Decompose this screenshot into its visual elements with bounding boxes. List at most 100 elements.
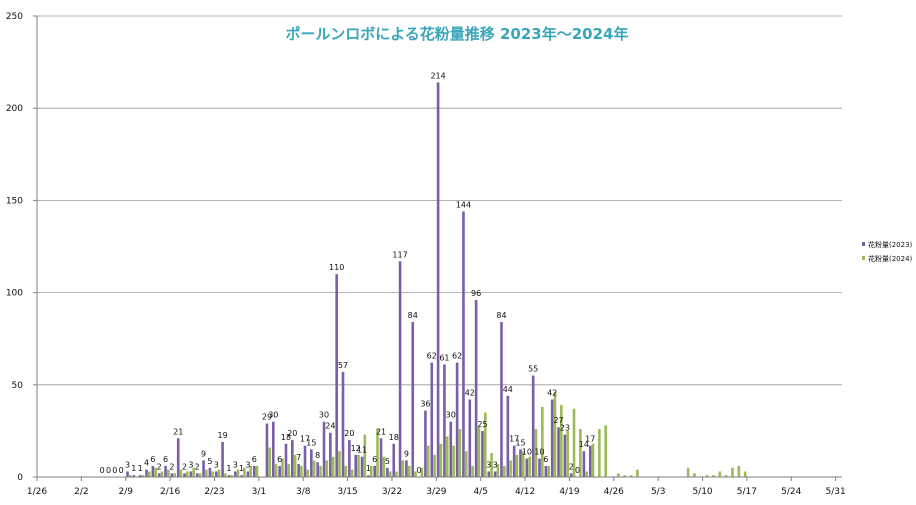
data-label-2023: 17 — [585, 435, 595, 444]
bar-2024 — [452, 445, 455, 477]
data-label-2023: 42 — [465, 389, 475, 398]
bar-2024 — [319, 465, 322, 477]
data-label-2023: 36 — [420, 400, 430, 409]
legend-label-2024: 花粉量(2024) — [868, 254, 913, 263]
bar-2023 — [233, 471, 237, 477]
x-tick-label: 2/16 — [160, 487, 180, 497]
data-label-2023: 17 — [300, 435, 310, 444]
y-tick-label: 0 — [17, 473, 23, 483]
data-label-2023: 21 — [376, 427, 386, 436]
bar-2023 — [322, 421, 326, 477]
bar-2024 — [325, 460, 329, 477]
bar-2024 — [407, 465, 411, 477]
bar-2023 — [563, 434, 567, 477]
bar-2023 — [436, 82, 440, 477]
bar-2023 — [329, 432, 332, 477]
x-tick-label: 3/15 — [337, 487, 357, 497]
bar-2023 — [278, 465, 281, 477]
bar-2023 — [221, 441, 224, 477]
bar-2023 — [284, 443, 288, 477]
bar-2024 — [129, 475, 132, 477]
data-label-2023: 7 — [296, 453, 301, 462]
bar-2023 — [588, 445, 592, 477]
bar-2024 — [205, 469, 208, 477]
bar-2024 — [743, 471, 747, 477]
bar-2023 — [132, 475, 136, 477]
data-label-2023: 57 — [338, 361, 348, 370]
bar-2023 — [297, 464, 300, 477]
x-tick-label: 2/23 — [204, 487, 224, 497]
bar-2023 — [214, 471, 218, 477]
data-label-2023: 6 — [543, 455, 548, 464]
bar-2023 — [265, 423, 269, 477]
bar-2024 — [509, 460, 512, 477]
bar-2023 — [227, 475, 231, 477]
data-label-2023: 20 — [287, 429, 297, 438]
x-tick-label: 4/19 — [559, 487, 579, 497]
bar-2024 — [724, 475, 728, 477]
bar-2024 — [477, 427, 481, 477]
bar-2023 — [183, 473, 186, 477]
bar-2023 — [531, 375, 535, 477]
data-label-2023: 30 — [268, 411, 278, 420]
bar-2024 — [281, 458, 284, 477]
x-tick-label: 2/2 — [74, 487, 88, 497]
data-label-2023: 144 — [456, 200, 471, 209]
bar-2024 — [255, 465, 259, 477]
data-label-2023: 62 — [427, 352, 437, 361]
bar-2023 — [462, 211, 465, 478]
legend: 花粉量(2023) 花粉量(2024) — [862, 240, 913, 263]
bar-2024 — [230, 475, 234, 477]
data-label-2023: 6 — [163, 455, 168, 464]
data-label-2023: 117 — [392, 250, 407, 259]
data-label-2023: 21 — [173, 427, 183, 436]
bar-2024 — [591, 443, 595, 477]
x-tick-label: 3/29 — [426, 487, 446, 497]
bar-2024 — [560, 405, 563, 477]
bar-2024 — [236, 469, 240, 477]
bar-2024 — [357, 454, 360, 477]
bar-2023 — [493, 471, 497, 477]
bar-2023 — [512, 445, 516, 477]
data-label-2023: 61 — [439, 354, 449, 363]
bar-2023 — [430, 362, 434, 477]
data-label-2023: 2 — [569, 462, 574, 471]
bar-2024 — [243, 467, 246, 477]
bar-2023 — [367, 475, 370, 477]
bar-2023 — [557, 427, 560, 477]
bar-2023 — [208, 467, 212, 477]
bar-2023 — [449, 421, 453, 477]
bar-2024 — [483, 412, 487, 477]
bar-2024 — [705, 475, 709, 477]
bar-2024 — [420, 467, 424, 477]
bar-2024 — [382, 456, 386, 477]
bar-2023 — [157, 473, 161, 477]
data-label-2023: 0 — [100, 466, 105, 475]
bar-2023 — [405, 460, 408, 477]
bar-2023 — [246, 471, 250, 477]
data-label-2023: 25 — [477, 420, 487, 429]
bar-2024 — [496, 464, 500, 477]
y-tick-label: 100 — [6, 289, 23, 299]
data-label-2023: 0 — [575, 466, 580, 475]
bar-2024 — [439, 443, 443, 477]
data-label-2023: 3 — [486, 460, 491, 469]
bar-2024 — [528, 456, 531, 477]
legend-swatch-2024 — [862, 256, 865, 260]
bar-2023 — [202, 460, 205, 477]
bar-2024 — [471, 465, 474, 477]
grid-lines — [37, 15, 842, 386]
x-tick-label: 4/26 — [604, 487, 624, 497]
bar-2023 — [271, 421, 275, 477]
bar-2023 — [373, 465, 377, 477]
data-label-2023: 20 — [344, 429, 354, 438]
bar-2024 — [464, 451, 468, 477]
bar-2024 — [363, 434, 367, 477]
bar-2023 — [582, 451, 586, 477]
data-label-2023: 0 — [106, 466, 111, 475]
x-tick-label: 4/12 — [515, 487, 535, 497]
data-label-2023: 4 — [144, 459, 149, 468]
bar-2024 — [585, 471, 588, 477]
data-label-2023: 5 — [207, 457, 212, 466]
